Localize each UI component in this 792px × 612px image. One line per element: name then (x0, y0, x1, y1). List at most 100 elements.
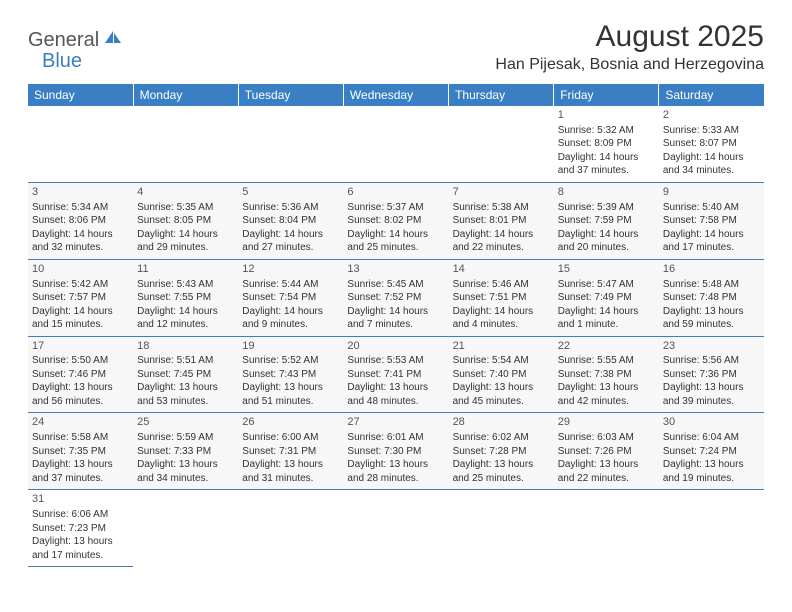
col-saturday: Saturday (659, 84, 764, 106)
calendar-cell: 14Sunrise: 5:46 AMSunset: 7:51 PMDayligh… (449, 259, 554, 336)
day-number: 5 (242, 185, 339, 200)
sunset-text: Sunset: 7:35 PM (32, 445, 129, 459)
sunrise-text: Sunrise: 5:53 AM (347, 354, 444, 368)
day-number: 18 (137, 339, 234, 354)
sunset-text: Sunset: 7:45 PM (137, 368, 234, 382)
calendar-cell: 27Sunrise: 6:01 AMSunset: 7:30 PMDayligh… (343, 413, 448, 490)
day-number: 15 (558, 262, 655, 277)
calendar-cell: 30Sunrise: 6:04 AMSunset: 7:24 PMDayligh… (659, 413, 764, 490)
calendar-row: 3Sunrise: 5:34 AMSunset: 8:06 PMDaylight… (28, 182, 764, 259)
title-block: August 2025 Han Pijesak, Bosnia and Herz… (495, 20, 764, 74)
sunrise-text: Sunrise: 5:40 AM (663, 201, 760, 215)
calendar-cell (238, 106, 343, 182)
calendar-body: 1Sunrise: 5:32 AMSunset: 8:09 PMDaylight… (28, 106, 764, 567)
sunrise-text: Sunrise: 6:00 AM (242, 431, 339, 445)
calendar-cell: 16Sunrise: 5:48 AMSunset: 7:48 PMDayligh… (659, 259, 764, 336)
col-tuesday: Tuesday (238, 84, 343, 106)
day-number: 17 (32, 339, 129, 354)
daylight-text: Daylight: 13 hours and 19 minutes. (663, 458, 760, 485)
col-wednesday: Wednesday (343, 84, 448, 106)
daylight-text: Daylight: 14 hours and 12 minutes. (137, 305, 234, 332)
day-number: 25 (137, 415, 234, 430)
daylight-text: Daylight: 14 hours and 7 minutes. (347, 305, 444, 332)
daylight-text: Daylight: 14 hours and 4 minutes. (453, 305, 550, 332)
calendar-row: 24Sunrise: 5:58 AMSunset: 7:35 PMDayligh… (28, 413, 764, 490)
calendar-cell (343, 106, 448, 182)
sunrise-text: Sunrise: 5:36 AM (242, 201, 339, 215)
sunrise-text: Sunrise: 5:56 AM (663, 354, 760, 368)
sunset-text: Sunset: 8:02 PM (347, 214, 444, 228)
sunrise-text: Sunrise: 5:50 AM (32, 354, 129, 368)
calendar-cell: 4Sunrise: 5:35 AMSunset: 8:05 PMDaylight… (133, 182, 238, 259)
sunset-text: Sunset: 7:41 PM (347, 368, 444, 382)
sunrise-text: Sunrise: 5:33 AM (663, 124, 760, 138)
day-number: 7 (453, 185, 550, 200)
calendar-cell: 13Sunrise: 5:45 AMSunset: 7:52 PMDayligh… (343, 259, 448, 336)
calendar-cell: 23Sunrise: 5:56 AMSunset: 7:36 PMDayligh… (659, 336, 764, 413)
calendar-cell: 7Sunrise: 5:38 AMSunset: 8:01 PMDaylight… (449, 182, 554, 259)
day-number: 24 (32, 415, 129, 430)
day-number: 31 (32, 492, 129, 507)
daylight-text: Daylight: 14 hours and 34 minutes. (663, 151, 760, 178)
day-number: 23 (663, 339, 760, 354)
calendar-cell: 10Sunrise: 5:42 AMSunset: 7:57 PMDayligh… (28, 259, 133, 336)
daylight-text: Daylight: 13 hours and 31 minutes. (242, 458, 339, 485)
daylight-text: Daylight: 13 hours and 39 minutes. (663, 381, 760, 408)
sunrise-text: Sunrise: 6:02 AM (453, 431, 550, 445)
day-number: 13 (347, 262, 444, 277)
calendar-cell: 21Sunrise: 5:54 AMSunset: 7:40 PMDayligh… (449, 336, 554, 413)
calendar-cell: 29Sunrise: 6:03 AMSunset: 7:26 PMDayligh… (554, 413, 659, 490)
sunrise-text: Sunrise: 5:39 AM (558, 201, 655, 215)
sunset-text: Sunset: 7:52 PM (347, 291, 444, 305)
day-number: 19 (242, 339, 339, 354)
daylight-text: Daylight: 14 hours and 17 minutes. (663, 228, 760, 255)
daylight-text: Daylight: 13 hours and 53 minutes. (137, 381, 234, 408)
sunset-text: Sunset: 7:36 PM (663, 368, 760, 382)
day-number: 29 (558, 415, 655, 430)
calendar-cell: 22Sunrise: 5:55 AMSunset: 7:38 PMDayligh… (554, 336, 659, 413)
daylight-text: Daylight: 13 hours and 37 minutes. (32, 458, 129, 485)
calendar-cell: 12Sunrise: 5:44 AMSunset: 7:54 PMDayligh… (238, 259, 343, 336)
sunrise-text: Sunrise: 5:37 AM (347, 201, 444, 215)
daylight-text: Daylight: 13 hours and 17 minutes. (32, 535, 129, 562)
day-number: 6 (347, 185, 444, 200)
sunset-text: Sunset: 7:51 PM (453, 291, 550, 305)
calendar-cell: 11Sunrise: 5:43 AMSunset: 7:55 PMDayligh… (133, 259, 238, 336)
month-title: August 2025 (495, 20, 764, 54)
sunrise-text: Sunrise: 5:46 AM (453, 278, 550, 292)
sunrise-text: Sunrise: 5:43 AM (137, 278, 234, 292)
sunset-text: Sunset: 7:49 PM (558, 291, 655, 305)
day-number: 3 (32, 185, 129, 200)
sunrise-text: Sunrise: 6:03 AM (558, 431, 655, 445)
sunrise-text: Sunrise: 5:44 AM (242, 278, 339, 292)
sunset-text: Sunset: 7:38 PM (558, 368, 655, 382)
sunrise-text: Sunrise: 5:51 AM (137, 354, 234, 368)
sunset-text: Sunset: 7:28 PM (453, 445, 550, 459)
daylight-text: Daylight: 14 hours and 32 minutes. (32, 228, 129, 255)
daylight-text: Daylight: 13 hours and 42 minutes. (558, 381, 655, 408)
calendar-cell (449, 106, 554, 182)
sunset-text: Sunset: 7:30 PM (347, 445, 444, 459)
calendar-header-row: Sunday Monday Tuesday Wednesday Thursday… (28, 84, 764, 106)
calendar-cell (343, 490, 448, 567)
logo-text-blue: Blue (42, 50, 82, 73)
sunrise-text: Sunrise: 5:48 AM (663, 278, 760, 292)
calendar-row: 10Sunrise: 5:42 AMSunset: 7:57 PMDayligh… (28, 259, 764, 336)
calendar-cell (133, 490, 238, 567)
col-thursday: Thursday (449, 84, 554, 106)
day-number: 30 (663, 415, 760, 430)
day-number: 16 (663, 262, 760, 277)
daylight-text: Daylight: 13 hours and 28 minutes. (347, 458, 444, 485)
sunrise-text: Sunrise: 5:34 AM (32, 201, 129, 215)
daylight-text: Daylight: 14 hours and 29 minutes. (137, 228, 234, 255)
col-sunday: Sunday (28, 84, 133, 106)
sunset-text: Sunset: 7:46 PM (32, 368, 129, 382)
calendar-cell: 26Sunrise: 6:00 AMSunset: 7:31 PMDayligh… (238, 413, 343, 490)
day-number: 20 (347, 339, 444, 354)
sunset-text: Sunset: 8:05 PM (137, 214, 234, 228)
daylight-text: Daylight: 14 hours and 9 minutes. (242, 305, 339, 332)
calendar-cell: 3Sunrise: 5:34 AMSunset: 8:06 PMDaylight… (28, 182, 133, 259)
sunrise-text: Sunrise: 5:42 AM (32, 278, 129, 292)
calendar-cell: 2Sunrise: 5:33 AMSunset: 8:07 PMDaylight… (659, 106, 764, 182)
sunset-text: Sunset: 7:33 PM (137, 445, 234, 459)
